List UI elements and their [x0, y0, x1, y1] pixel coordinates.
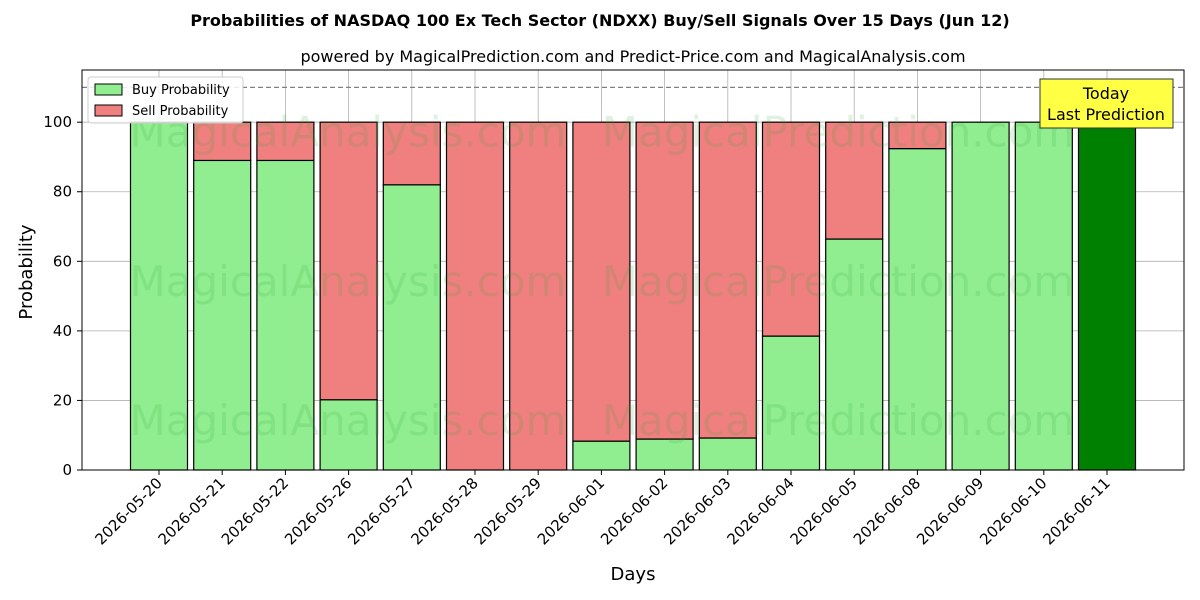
chart-subtitle: powered by MagicalPrediction.com and Pre…: [300, 47, 965, 66]
y-tick-label: 60: [53, 252, 72, 270]
x-tick-label: 2026-06-01: [534, 474, 608, 548]
annotation-box: [1039, 78, 1174, 129]
sell-bar: [698, 121, 757, 439]
y-tick-label: 80: [53, 183, 72, 201]
buy-bar: [951, 121, 1010, 471]
buy-bar: [698, 437, 757, 471]
x-tick-label: 2026-06-11: [1039, 474, 1113, 548]
x-tick-label: 2026-05-27: [344, 474, 418, 548]
sell-bar: [635, 121, 694, 440]
sell-bar: [445, 121, 505, 471]
x-tick-label: 2026-06-02: [597, 474, 671, 548]
buy-bar: [1014, 121, 1073, 471]
legend-swatch-sell: [94, 104, 123, 117]
x-tick-label: 2026-06-04: [723, 474, 797, 548]
x-tick-label: 2026-05-29: [471, 474, 545, 548]
y-tick-label: 100: [43, 113, 72, 131]
y-tick-label: 20: [53, 391, 72, 409]
annotation: Today Last Prediction: [1039, 78, 1174, 129]
watermark-text: MagicalPrediction.com: [602, 257, 1075, 306]
watermark-text: MagicalAnalysis.com: [130, 257, 567, 306]
x-axis: 2026-05-202026-05-212026-05-222026-05-26…: [91, 470, 1114, 548]
buy-bar: [572, 440, 631, 471]
sell-bar: [572, 121, 631, 442]
x-tick-label: 2026-06-08: [850, 474, 924, 548]
annotation-text: Today: [1082, 84, 1129, 103]
sell-bar: [319, 121, 378, 401]
sell-bar: [509, 121, 568, 471]
buy-bar: [1077, 121, 1137, 471]
annotation-text: Last Prediction: [1047, 105, 1165, 124]
x-tick-label: 2026-06-09: [913, 474, 987, 548]
legend: Buy Probability Sell Probability: [87, 76, 244, 124]
legend-box: [87, 76, 244, 124]
sell-bar: [256, 121, 315, 162]
x-tick-label: 2026-06-05: [787, 474, 861, 548]
legend-label-buy: Buy Probability: [132, 83, 230, 98]
buy-bar: [888, 148, 947, 471]
y-axis: 0 20 40 60 80 100: [43, 113, 82, 479]
watermark-text: MagicalPrediction.com: [602, 108, 1075, 157]
y-axis-label: Probability: [16, 224, 37, 319]
x-tick-label: 2026-05-22: [218, 474, 292, 548]
chart-title: Probabilities of NASDAQ 100 Ex Tech Sect…: [190, 11, 1009, 30]
watermark-text: MagicalAnalysis.com: [130, 396, 567, 445]
sell-bar: [761, 121, 821, 337]
sell-bar: [888, 121, 947, 150]
sell-bar: [382, 121, 441, 186]
watermarks: MagicalAnalysis.com MagicalPrediction.com…: [130, 108, 1075, 446]
buy-bar: [635, 438, 694, 471]
buy-bar: [761, 335, 821, 471]
bars: [129, 121, 1137, 471]
plot-frame: [81, 69, 1185, 471]
x-tick-label: 2026-05-26: [281, 474, 355, 548]
x-tick-label: 2026-06-10: [976, 474, 1050, 548]
x-tick-label: 2026-05-21: [155, 474, 229, 548]
x-axis-label: Days: [611, 564, 656, 585]
x-tick-label: 2026-06-03: [660, 474, 734, 548]
y-tick-label: 0: [62, 461, 72, 479]
legend-label-sell: Sell Probability: [132, 104, 229, 119]
y-tick-label: 40: [53, 322, 72, 340]
buy-bar: [825, 238, 884, 471]
sell-bar: [825, 121, 884, 240]
watermark-text: MagicalPrediction.com: [602, 396, 1075, 445]
sell-bar: [193, 121, 252, 162]
x-tick-label: 2026-05-20: [91, 474, 165, 548]
axes-frame: [81, 69, 1185, 471]
legend-swatch-buy: [94, 83, 123, 96]
x-tick-label: 2026-05-28: [407, 474, 481, 548]
buy-bar: [319, 399, 378, 471]
